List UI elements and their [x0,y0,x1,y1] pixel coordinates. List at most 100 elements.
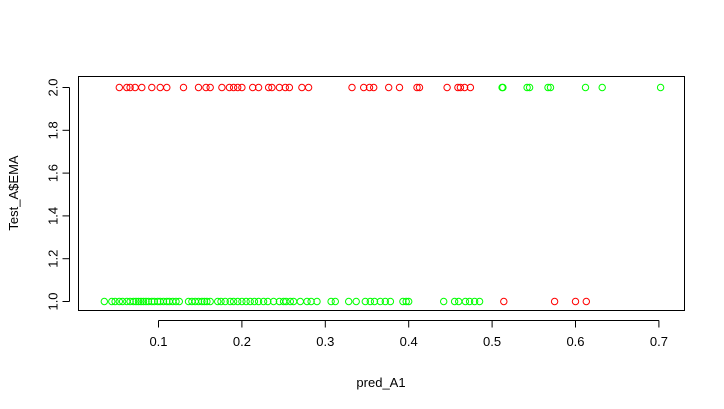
data-point-red [148,83,156,92]
y-tick-label: 2.0 [46,78,61,96]
data-point-green [229,297,238,306]
data-point-red [123,83,131,92]
data-point-green [206,297,214,306]
y-axis: 1.0 1.2 1.4 1.6 1.8 2.0 [46,78,70,311]
y-tick-label: 1.4 [46,207,61,225]
data-point-green [194,297,203,306]
data-point-green [405,297,413,306]
data-point-green [465,297,474,306]
data-point-red [456,83,465,92]
data-point-green [226,297,234,306]
data-point-red [238,83,246,92]
data-point-red [225,83,234,92]
data-point-green [144,297,153,306]
x-axis: 0.1 0.2 0.3 0.4 0.5 0.6 0.7 [149,320,668,349]
data-point-green [525,83,534,92]
plot-frame [78,76,685,311]
data-point-green [163,297,171,306]
data-point-red [460,83,469,92]
data-point-green [250,297,259,306]
data-point-green [129,297,138,306]
x-tick-label: 0.1 [149,334,167,349]
data-point-green [345,297,353,306]
data-point-green [282,297,290,306]
data-point-green [264,297,272,306]
data-point-green [254,297,263,306]
x-tick-label: 0.5 [483,334,501,349]
data-point-red [254,83,263,92]
data-point-green [296,297,304,306]
x-tick-label: 0.7 [650,334,668,349]
data-point-red [582,297,590,306]
data-point-green [126,297,134,306]
data-point-green [134,297,143,306]
data-point-green [234,297,242,306]
data-point-red [365,83,374,92]
data-point-green [214,297,222,306]
data-point-green [470,297,479,306]
data-point-green [108,297,116,306]
x-tick-label: 0.3 [316,334,334,349]
data-point-green [115,297,124,306]
data-point-red [298,83,306,92]
data-point-red [395,83,404,92]
y-tick-label: 1.0 [46,292,61,310]
data-point-green [327,297,335,306]
data-point-green [544,83,552,92]
data-point-red [550,297,559,306]
data-point-green [352,297,360,306]
data-point-red [179,83,188,92]
data-point-red [229,83,238,92]
data-point-red [156,83,164,92]
data-point-green [139,297,148,306]
data-point-green [142,297,150,306]
data-point-green [370,297,379,306]
data-point-green [581,83,590,92]
data-point-red [264,83,273,92]
data-point-green [598,83,606,92]
data-point-red [360,83,368,92]
data-point-green [286,297,294,306]
data-point-green [455,297,463,306]
data-points [100,83,665,306]
data-point-green [242,297,250,306]
data-point-red [163,83,171,92]
data-point-green [269,297,278,306]
data-point-red [218,83,226,92]
data-point-green [118,297,127,306]
data-point-red [466,83,475,92]
data-point-green [331,297,339,306]
data-point-green [399,297,407,306]
data-point-red [413,83,421,92]
data-point-green [386,297,395,306]
data-point-red [138,83,146,92]
data-point-red [304,83,313,92]
data-point-green [656,83,665,92]
data-point-green [175,297,184,306]
data-point-green [217,297,225,306]
data-point-green [159,297,168,306]
data-point-red [285,83,294,92]
data-point-red [202,83,210,92]
data-point-green [361,297,369,306]
data-point-green [238,297,246,306]
data-point-green [376,297,384,306]
data-point-red [234,83,242,92]
data-point-green [150,297,159,306]
data-point-red [115,83,124,92]
data-point-green [203,297,211,306]
data-point-green [313,297,321,306]
data-point-red [268,83,276,92]
data-point-green [246,297,254,306]
y-tick-label: 1.8 [46,121,61,139]
data-point-red [500,297,508,306]
data-point-red [194,83,203,92]
data-point-green [402,297,410,306]
data-point-green [366,297,374,306]
data-point-red [281,83,289,92]
data-point-red [385,83,393,92]
data-point-green [154,297,162,306]
data-point-green [172,297,180,306]
x-axis-label: pred_A1 [356,375,405,390]
